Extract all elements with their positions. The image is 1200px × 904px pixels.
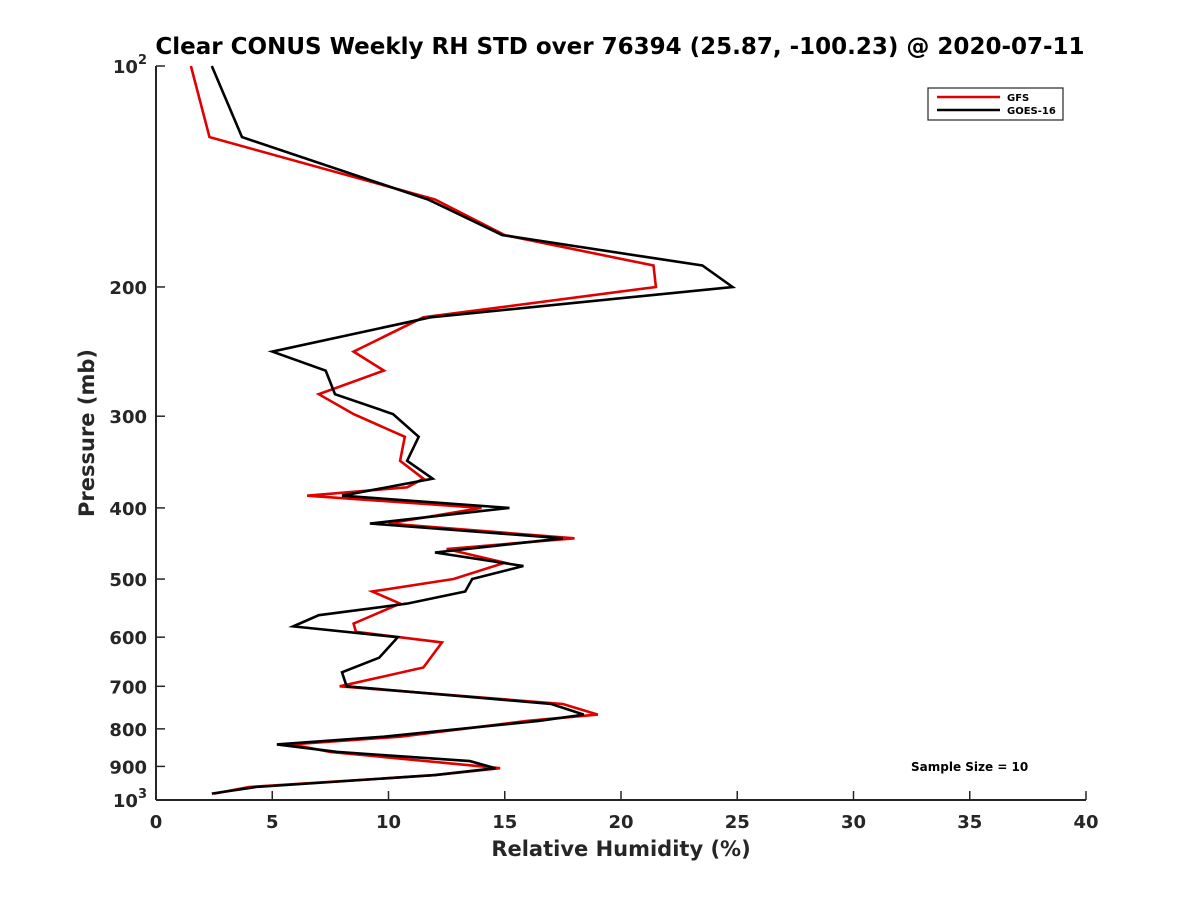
legend-entries: GFS GOES-16 — [937, 93, 1056, 117]
legend-label-goes-16: GOES-16 — [1007, 106, 1056, 117]
x-tick-label: 20 — [608, 812, 633, 833]
x-tick-label: 15 — [492, 812, 517, 833]
x-tick-label: 40 — [1073, 812, 1098, 833]
x-tick-label: 30 — [841, 812, 866, 833]
x-tick-label: 25 — [725, 812, 750, 833]
x-tick-label: 10 — [376, 812, 401, 833]
chart-title: Clear CONUS Weekly RH STD over 76394 (25… — [155, 34, 1084, 60]
y-tick-label: 102 — [113, 53, 147, 78]
y-axis-label: Pressure (mb) — [75, 349, 99, 517]
y-tick-label: 103 — [113, 787, 147, 812]
plot-axes — [155, 66, 1086, 801]
y-axis-ticks: 102 200 300 400 500 600 700 800 900 103 — [109, 53, 165, 812]
series-lines — [189, 65, 737, 795]
x-axis-ticks: 0 5 10 15 20 25 30 35 40 — [150, 791, 1099, 833]
y-tick-label: 800 — [109, 720, 147, 741]
sample-size-annotation: Sample Size = 10 — [911, 760, 1028, 774]
y-tick-label: 500 — [109, 570, 147, 591]
legend-label-gfs: GFS — [1007, 93, 1029, 104]
y-tick-label: 300 — [109, 407, 147, 428]
y-tick-label: 600 — [109, 628, 147, 649]
y-tick-label: 700 — [109, 677, 147, 698]
x-axis-label: Relative Humidity (%) — [491, 837, 750, 861]
series-line-goes-16 — [210, 65, 737, 795]
legend-box — [927, 87, 1064, 121]
x-tick-label: 35 — [957, 812, 982, 833]
series-line-gfs — [189, 65, 658, 795]
y-tick-label: 400 — [109, 499, 147, 520]
legend: GFS GOES-16 — [927, 87, 1064, 121]
x-tick-label: 5 — [266, 812, 279, 833]
y-tick-label: 200 — [109, 278, 147, 299]
x-tick-label: 0 — [150, 812, 163, 833]
y-tick-label: 900 — [109, 757, 147, 778]
